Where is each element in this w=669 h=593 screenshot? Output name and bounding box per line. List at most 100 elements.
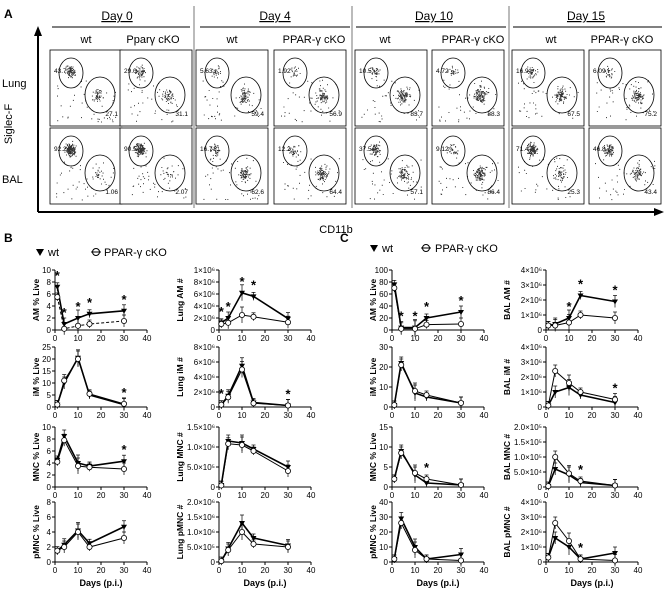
im-percent: 62.6 <box>251 189 264 196</box>
flow-plot: 12.2 64.4 <box>273 127 347 205</box>
im-percent: 43.4 <box>644 189 657 196</box>
flow-events <box>283 145 340 200</box>
x-tick-label: 20 <box>97 566 106 575</box>
x-tick-label: 40 <box>634 566 643 575</box>
im-gate <box>308 154 340 192</box>
significance-star: * <box>75 299 81 314</box>
x-tick-label: 30 <box>457 491 466 500</box>
cko-point <box>250 541 257 548</box>
significance-star: * <box>219 304 225 319</box>
y-tick-label: 8 <box>47 278 52 287</box>
x-tick-label: 20 <box>261 566 270 575</box>
y-tick-label: 4×10⁶ <box>194 302 215 311</box>
series-line <box>56 433 125 467</box>
im-gate <box>84 76 116 114</box>
line-chart: 0 2 4 6 8 10 0 10 20 30 40 AM % Live * * * * * <box>31 266 152 343</box>
am-percent: 92.2 <box>54 146 67 153</box>
im-gate <box>154 154 186 192</box>
y-tick-label: 2×10⁶ <box>194 388 215 397</box>
im-percent: 64.4 <box>329 189 342 196</box>
cko-point <box>552 453 559 460</box>
y-tick-label: 0 <box>47 483 52 492</box>
im-gate <box>389 76 421 114</box>
flow-plot: 16.9 67.5 <box>511 49 585 127</box>
series-line <box>56 355 125 406</box>
series-line <box>393 360 462 406</box>
wt-point <box>577 293 584 299</box>
cko-point <box>121 317 128 324</box>
cko-point <box>238 529 245 536</box>
flow-events <box>438 65 497 123</box>
y-tick-label: 30 <box>379 513 388 522</box>
flow-plot: 16.7 62.6 <box>195 127 269 205</box>
significance-star: * <box>121 385 127 400</box>
y-tick-label: 20 <box>379 314 388 323</box>
y-tick-label: 15 <box>379 423 388 432</box>
y-axis-label: BAL AM # <box>502 280 512 320</box>
cko-point <box>545 402 552 409</box>
line-chart: 0 1×10⁶ 2×10⁶ 3×10⁶ 4×10⁶ 0 10 20 30 40 BAL iM # * <box>502 343 643 420</box>
day-title: Day 10 <box>415 9 453 23</box>
im-percent: 27.1 <box>105 111 118 118</box>
y-axis-label: pMNC % Live <box>31 505 41 559</box>
am-percent: 9.12 <box>436 146 449 153</box>
y-tick-label: 6 <box>47 447 52 456</box>
y-tick-label: 2×10⁶ <box>521 373 542 382</box>
y-tick-label: 80 <box>379 278 388 287</box>
am-percent: 46.8 <box>593 146 606 153</box>
y-axis-label: BAL pMNC # <box>502 506 512 558</box>
cko-point <box>612 314 619 321</box>
am-percent: 10.5 <box>359 68 372 75</box>
y-tick-label: 60 <box>379 290 388 299</box>
cko-point <box>61 544 68 551</box>
flow-plot: 6.09 75.2 <box>588 49 662 127</box>
wt-point <box>121 524 127 530</box>
wt-point <box>458 310 464 315</box>
y-tick-label: 2×10⁶ <box>521 528 542 537</box>
am-percent: 1.92 <box>278 68 291 75</box>
x-tick-label: 0 <box>53 566 58 575</box>
y-tick-label: 5.0×10⁵ <box>187 543 215 552</box>
panel-b-label: B <box>4 231 13 245</box>
y-tick-label: 0 <box>211 558 216 567</box>
y-tick-label: 0 <box>211 326 216 335</box>
y-tick-label: 1×10⁶ <box>521 543 542 552</box>
flow-plot: 9.12 86.4 <box>431 127 505 205</box>
cko-point <box>218 320 225 327</box>
x-axis-arrowhead <box>654 208 664 216</box>
day-title: Day 15 <box>567 9 605 23</box>
y-tick-label: 15 <box>42 367 51 376</box>
y-tick-label: 6 <box>47 290 52 299</box>
im-gate <box>308 76 340 114</box>
x-tick-label: 10 <box>565 334 574 343</box>
x-tick-label: 30 <box>611 566 620 575</box>
cko-point <box>545 322 552 329</box>
wt-point <box>239 521 245 526</box>
x-tick-label: 10 <box>74 491 83 500</box>
cko-point <box>250 447 257 454</box>
y-tick-label: 1×10⁶ <box>521 311 542 320</box>
x-tick-label: 40 <box>307 566 316 575</box>
panel-a-xlabel: CD11b <box>319 224 352 236</box>
series-line <box>393 515 462 560</box>
im-gate <box>389 154 421 192</box>
x-tick-label: 20 <box>261 334 270 343</box>
column-label: PPAR-γ cKO <box>591 34 654 46</box>
cko-point <box>121 400 128 407</box>
y-tick-label: 8×10⁶ <box>194 278 215 287</box>
y-tick-label: 5.0×10⁵ <box>187 463 215 472</box>
y-axis-label: iM % Live <box>31 357 41 396</box>
cko-point <box>423 556 430 563</box>
am-gate <box>58 57 84 89</box>
cko-point <box>238 441 245 448</box>
significance-star: * <box>578 277 584 292</box>
x-tick-label: 20 <box>97 334 106 343</box>
y-tick-label: 0 <box>384 483 389 492</box>
flow-events <box>361 67 420 123</box>
am-gate <box>58 135 84 167</box>
wt-point <box>612 299 618 305</box>
cko-point <box>577 388 584 395</box>
cko-point <box>218 558 225 565</box>
y-tick-label: 6×10⁶ <box>194 290 215 299</box>
y-tick-label: 40 <box>379 302 388 311</box>
